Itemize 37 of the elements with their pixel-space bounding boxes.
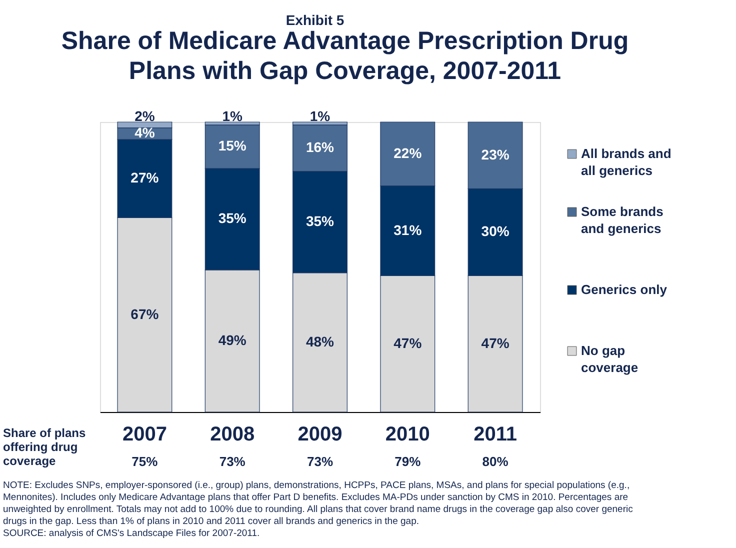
x-tick-label: 2010 [385, 424, 430, 446]
data-label: 35% [218, 210, 247, 226]
data-label: 47% [481, 334, 510, 351]
data-label: 4% [134, 124, 156, 141]
data-label: 35% [306, 213, 335, 230]
data-label: 22% [394, 144, 422, 161]
data-label: 67% [130, 306, 160, 322]
data-label: 49% [218, 332, 247, 348]
data-label: 23% [481, 146, 510, 162]
data-label: 48% [306, 333, 335, 350]
data-label: 15% [218, 138, 247, 154]
legend-label: All brands and all generics [581, 146, 672, 178]
x-tick-label: 2009 [298, 424, 342, 446]
data-label: 31% [394, 222, 422, 238]
x-tick-label: 2011 [474, 424, 517, 446]
x-tick-label: 2008 [210, 424, 255, 446]
data-label: 30% [481, 223, 510, 240]
chart-title: Share of Medicare Advantage Prescription Drug Plans with Gap Coverage, 2007-2011 [61, 27, 629, 85]
text: NOTE: Excludes SNPs, employer-sponsored (i.e., group) plans, demonstrations, HCPPs, PACE plans, MSAs, and plans for special populations (e.g., Mennonites). Includes only Medicare Advantage plans that offer Part D benefits. Excludes MA-PDs under sanction by CMS in 2010. Percentages are unweighted by enrollment. Totals may not add to 100% due to rounding. All plans that cover brand name drugs in the coverage gap also cover generic drugs in the gap. Less than 1% of plans in 2010 and 2011 cover all brands and generics in the gap. [3, 480, 634, 527]
data-label: 16% [306, 139, 335, 156]
text: 80% [482, 454, 509, 469]
text: 75% [132, 454, 158, 469]
data-label: 1% [310, 108, 331, 124]
legend-label: No gap coverage [581, 343, 638, 375]
x-tick-label: 2007 [122, 424, 167, 446]
text: 73% [306, 454, 334, 469]
data-label: 47% [394, 334, 422, 351]
data-label: 27% [130, 170, 160, 186]
data-label: 1% [222, 108, 244, 124]
source-note: SOURCE: analysis of CMS's Landscape Files for 2007-2011. [3, 528, 260, 539]
text: 79% [394, 454, 422, 469]
data-label: 2% [134, 108, 156, 124]
text: 73% [219, 454, 246, 469]
text: Share of plans offering drug coverage [3, 426, 86, 468]
text: Exhibit 5 [286, 12, 344, 28]
legend-label: Generics only [581, 282, 668, 297]
legend-label: Some brands and generics [581, 204, 664, 236]
